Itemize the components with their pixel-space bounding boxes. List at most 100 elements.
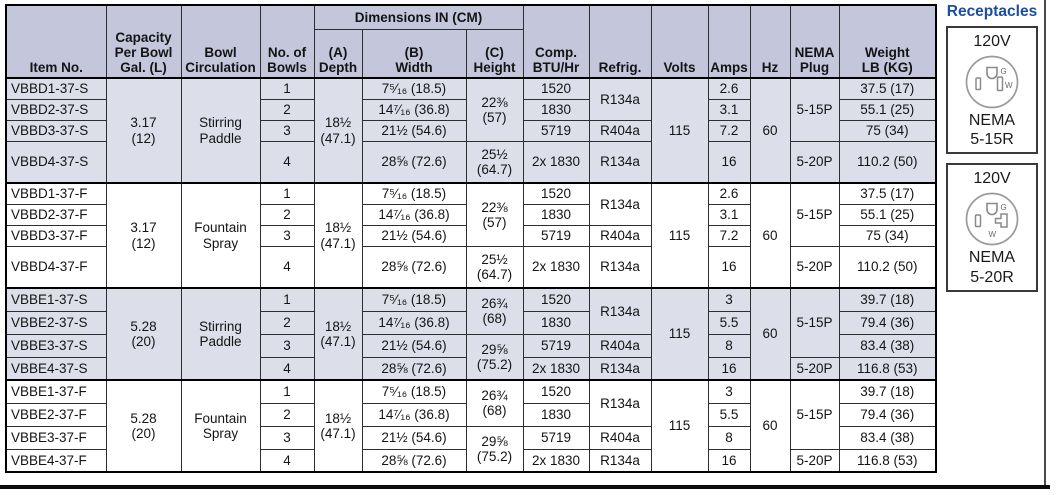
table-row: VBBE1-37-F 5.28 (20) Fountain Spray 1 18… [5,379,937,473]
volts-cell: 115 [650,77,709,184]
bowls-cell: 4 [259,245,315,289]
table-header: Item No. Capacity Per Bowl Gal. (L) Bowl… [5,4,937,79]
capacity-cell: 3.17 (12) [105,182,182,289]
bowls-cell: 2 [259,402,315,427]
depth-cell: 18½ (47.1) [313,182,363,289]
refrig-cell: R134a [588,140,652,184]
nema-plug-cell: 5-15P [789,77,840,142]
btu-cell: 1830 [522,203,590,226]
nema-plug-cell: 5-20P [789,245,840,289]
width-cell: 21½ (54.6) [361,333,467,358]
volts-cell: 115 [650,379,709,473]
table-row: VBBD1-37-S 3.17 (12) Stirring Paddle 1 1… [5,77,937,184]
width-cell: 28⅝ (72.6) [361,245,467,289]
receptacle-5-15r-box: 120V G W NEMA 5-15R [946,26,1038,155]
bowls-cell: 2 [259,98,315,121]
weight-cell: 55.1 (25) [838,203,937,226]
bowls-cell: 2 [259,203,315,226]
receptacle-type: 5-15R [970,131,1014,149]
width-cell: 28⅝ (72.6) [361,448,467,473]
item-no-cell: VBBE4-37-S [5,356,107,381]
refrig-cell: R134a [588,356,652,381]
width-cell: 14⁷⁄₁₆ (36.8) [361,98,467,121]
item-no-cell: VBBD3-37-S [5,119,107,142]
table-row: VBBE1-37-S 5.28 (20) Stirring Paddle 1 1… [5,287,937,381]
amps-cell: 3.1 [707,203,751,226]
receptacle-5-20r-box: 120V G W NEMA 5-20R [946,163,1038,292]
item-no-cell: VBBD2-37-F [5,203,107,226]
item-no-cell: VBBE2-37-S [5,310,107,335]
col-header-volts: Volts [650,4,709,79]
bowls-cell: 4 [259,448,315,473]
amps-cell: 3.1 [707,98,751,121]
capacity-cell: 5.28 (20) [105,287,182,381]
item-no-cell: VBBD2-37-S [5,98,107,121]
btu-cell: 2x 1830 [522,356,590,381]
col-header-nema: NEMA Plug [789,4,840,79]
btu-cell: 5719 [522,425,590,450]
bowls-cell: 3 [259,333,315,358]
amps-cell: 7.2 [707,224,751,247]
amps-cell: 7.2 [707,119,751,142]
refrig-cell: R134a [588,182,652,226]
bowls-cell: 3 [259,224,315,247]
capacity-cell: 3.17 (12) [105,77,182,184]
bowls-cell: 4 [259,356,315,381]
width-cell: 7⁵⁄₁₆ (18.5) [361,287,467,312]
amps-cell: 16 [707,140,751,184]
height-cell: 26¾ (68) [465,287,524,335]
item-no-cell: VBBD3-37-F [5,224,107,247]
col-header-amps: Amps [707,4,751,79]
nema-plug-cell: 5-15P [789,182,840,247]
ground-label: G [1001,203,1007,212]
weight-cell: 83.4 (38) [838,333,937,358]
circulation-cell: Stirring Paddle [180,287,261,381]
weight-cell: 37.5 (17) [838,182,937,205]
hz-cell: 60 [749,182,791,289]
width-cell: 14⁷⁄₁₆ (36.8) [361,203,467,226]
receptacle-type: 5-20R [970,268,1014,286]
btu-cell: 2x 1830 [522,448,590,473]
col-header-capacity: Capacity Per Bowl Gal. (L) [105,4,182,79]
weight-cell: 79.4 (36) [838,402,937,427]
btu-cell: 1520 [522,182,590,205]
item-no-cell: VBBE4-37-F [5,448,107,473]
amps-cell: 8 [707,333,751,358]
item-no-cell: VBBD1-37-S [5,77,107,100]
col-header-refrig: Refrig. [588,4,652,79]
item-no-cell: VBBE2-37-F [5,402,107,427]
header-row-2: (A) Depth (B) Width (C) Height [6,28,936,79]
item-no-cell: VBBD1-37-F [5,182,107,205]
btu-cell: 1520 [522,77,590,100]
height-cell: 29⅝ (75.2) [465,333,524,381]
circulation-cell: Fountain Spray [180,182,261,289]
circulation-cell: Fountain Spray [180,379,261,473]
width-cell: 7⁵⁄₁₆ (18.5) [361,77,467,100]
col-header-height: (C) Height [465,28,524,79]
nema-plug-cell: 5-20P [789,448,840,473]
width-cell: 7⁵⁄₁₆ (18.5) [361,379,467,404]
width-cell: 28⅝ (72.6) [361,140,467,184]
amps-cell: 8 [707,425,751,450]
depth-cell: 18½ (47.1) [313,77,363,184]
refrig-cell: R134a [588,77,652,121]
weight-cell: 39.7 (18) [838,287,937,312]
weight-cell: 37.5 (17) [838,77,937,100]
weight-cell: 116.8 (53) [838,448,937,473]
col-header-item-no: Item No. [5,4,107,79]
width-cell: 14⁷⁄₁₆ (36.8) [361,310,467,335]
weight-cell: 75 (34) [838,119,937,142]
amps-cell: 2.6 [707,182,751,205]
item-no-cell: VBBE1-37-S [5,287,107,312]
receptacles-title: Receptacles [946,3,1038,20]
bowls-cell: 1 [259,77,315,100]
white-label: W [1005,81,1013,90]
volts-cell: 115 [650,287,709,381]
item-no-cell: VBBD4-37-S [5,140,107,184]
col-header-hz: Hz [749,4,791,79]
amps-cell: 16 [707,356,751,381]
amps-cell: 16 [707,245,751,289]
hz-cell: 60 [749,77,791,184]
spec-table: Item No. Capacity Per Bowl Gal. (L) Bowl… [5,4,938,473]
